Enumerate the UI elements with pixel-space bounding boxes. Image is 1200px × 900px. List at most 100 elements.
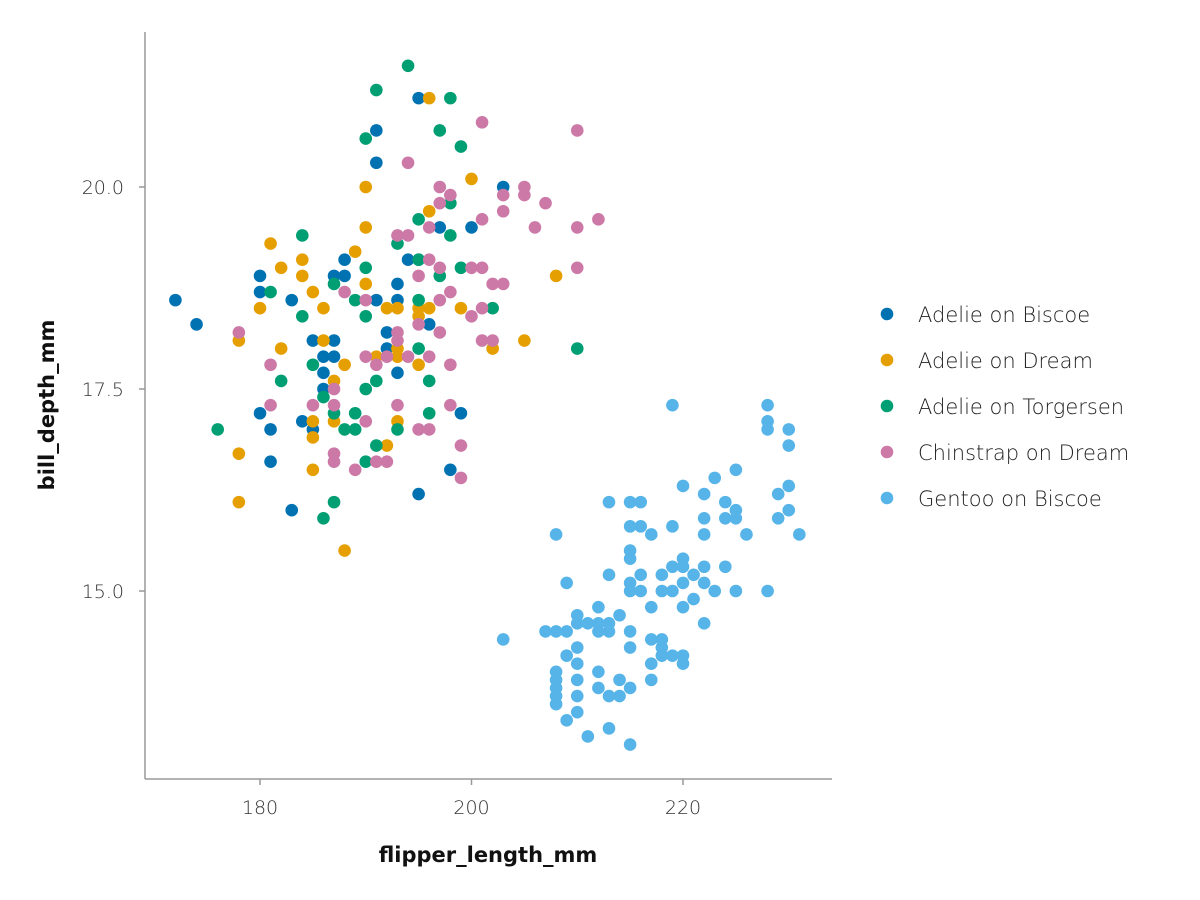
data-point xyxy=(602,689,616,703)
data-point xyxy=(465,172,478,186)
data-point xyxy=(539,625,552,638)
data-point xyxy=(401,229,415,242)
data-point xyxy=(444,358,457,372)
data-point xyxy=(370,83,383,97)
data-point xyxy=(666,520,679,533)
data-point xyxy=(782,423,796,436)
data-point xyxy=(232,447,246,460)
data-point xyxy=(327,277,341,291)
legend-label: Adelie on Biscoe xyxy=(918,303,1090,327)
data-point xyxy=(697,511,711,525)
data-point xyxy=(391,334,404,347)
data-point xyxy=(338,544,351,557)
data-point xyxy=(602,625,616,638)
data-point xyxy=(444,398,457,412)
data-point xyxy=(592,625,605,638)
data-point xyxy=(317,301,330,315)
data-point xyxy=(602,722,616,735)
data-point xyxy=(697,560,711,574)
data-point xyxy=(549,625,563,638)
data-point xyxy=(655,649,669,662)
data-point xyxy=(359,180,373,194)
data-point xyxy=(359,277,373,291)
data-point xyxy=(729,463,743,477)
data-point xyxy=(708,584,722,598)
data-point xyxy=(401,350,415,363)
data-point xyxy=(486,277,499,291)
legend-item: Adelie on Biscoe xyxy=(880,303,1090,327)
data-point xyxy=(370,293,383,307)
data-point xyxy=(560,713,573,727)
data-point xyxy=(465,309,478,323)
data-point xyxy=(264,398,277,412)
data-point xyxy=(655,568,669,582)
data-point xyxy=(719,511,732,525)
data-point xyxy=(422,374,436,388)
data-point xyxy=(327,382,341,396)
points-layer xyxy=(169,59,806,751)
data-point xyxy=(687,592,700,606)
legend-item: Adelie on Torgersen xyxy=(880,395,1124,419)
data-point xyxy=(422,91,436,105)
data-point xyxy=(761,423,774,436)
data-point xyxy=(306,285,320,299)
data-point xyxy=(496,204,510,218)
legend-label: Adelie on Torgersen xyxy=(918,395,1124,419)
data-point xyxy=(719,495,732,509)
data-point xyxy=(338,253,351,267)
data-point xyxy=(560,576,573,590)
data-point xyxy=(644,657,658,671)
data-point xyxy=(570,705,584,719)
data-point xyxy=(391,423,404,436)
data-point xyxy=(317,334,330,347)
data-point xyxy=(264,358,277,372)
data-point xyxy=(465,261,478,275)
data-point xyxy=(370,358,383,372)
data-point xyxy=(570,689,584,703)
y-axis-label: bill_depth_mm xyxy=(35,320,59,491)
data-point xyxy=(697,487,711,501)
data-point xyxy=(433,221,447,234)
data-point xyxy=(306,463,320,477)
series-adelie-on-torgersen xyxy=(211,59,584,525)
data-point xyxy=(422,406,436,420)
x-ticks: 180 200 220 xyxy=(242,779,701,819)
data-point xyxy=(644,600,658,614)
data-point xyxy=(676,560,690,574)
data-point xyxy=(771,487,785,501)
data-point xyxy=(475,116,489,129)
data-point xyxy=(253,269,267,283)
data-point xyxy=(412,318,425,331)
data-point xyxy=(412,269,425,283)
data-point xyxy=(570,221,584,234)
data-point xyxy=(380,350,394,363)
data-point xyxy=(359,309,373,323)
data-point xyxy=(264,237,277,250)
data-point xyxy=(740,528,753,541)
data-point xyxy=(666,649,679,662)
series-adelie-on-biscoe xyxy=(169,91,510,517)
legend-label: Gentoo on Biscoe xyxy=(918,487,1102,511)
data-point xyxy=(338,269,351,283)
data-point xyxy=(496,633,510,646)
x-tick-label: 220 xyxy=(665,797,701,819)
data-point xyxy=(623,625,637,638)
data-point xyxy=(401,253,415,267)
data-point xyxy=(412,293,425,307)
data-point xyxy=(592,213,605,226)
data-point xyxy=(676,600,690,614)
data-point xyxy=(391,301,404,315)
data-point xyxy=(433,293,447,307)
series-chinstrap-on-dream xyxy=(232,116,605,485)
data-point xyxy=(697,576,711,590)
data-point xyxy=(327,455,341,469)
data-point xyxy=(708,471,722,485)
data-point xyxy=(338,423,351,436)
data-point xyxy=(433,180,447,194)
data-point xyxy=(454,140,468,153)
data-point xyxy=(306,334,320,347)
data-point xyxy=(676,657,690,671)
data-point xyxy=(592,665,605,679)
data-point xyxy=(211,423,224,436)
data-point xyxy=(518,334,531,347)
